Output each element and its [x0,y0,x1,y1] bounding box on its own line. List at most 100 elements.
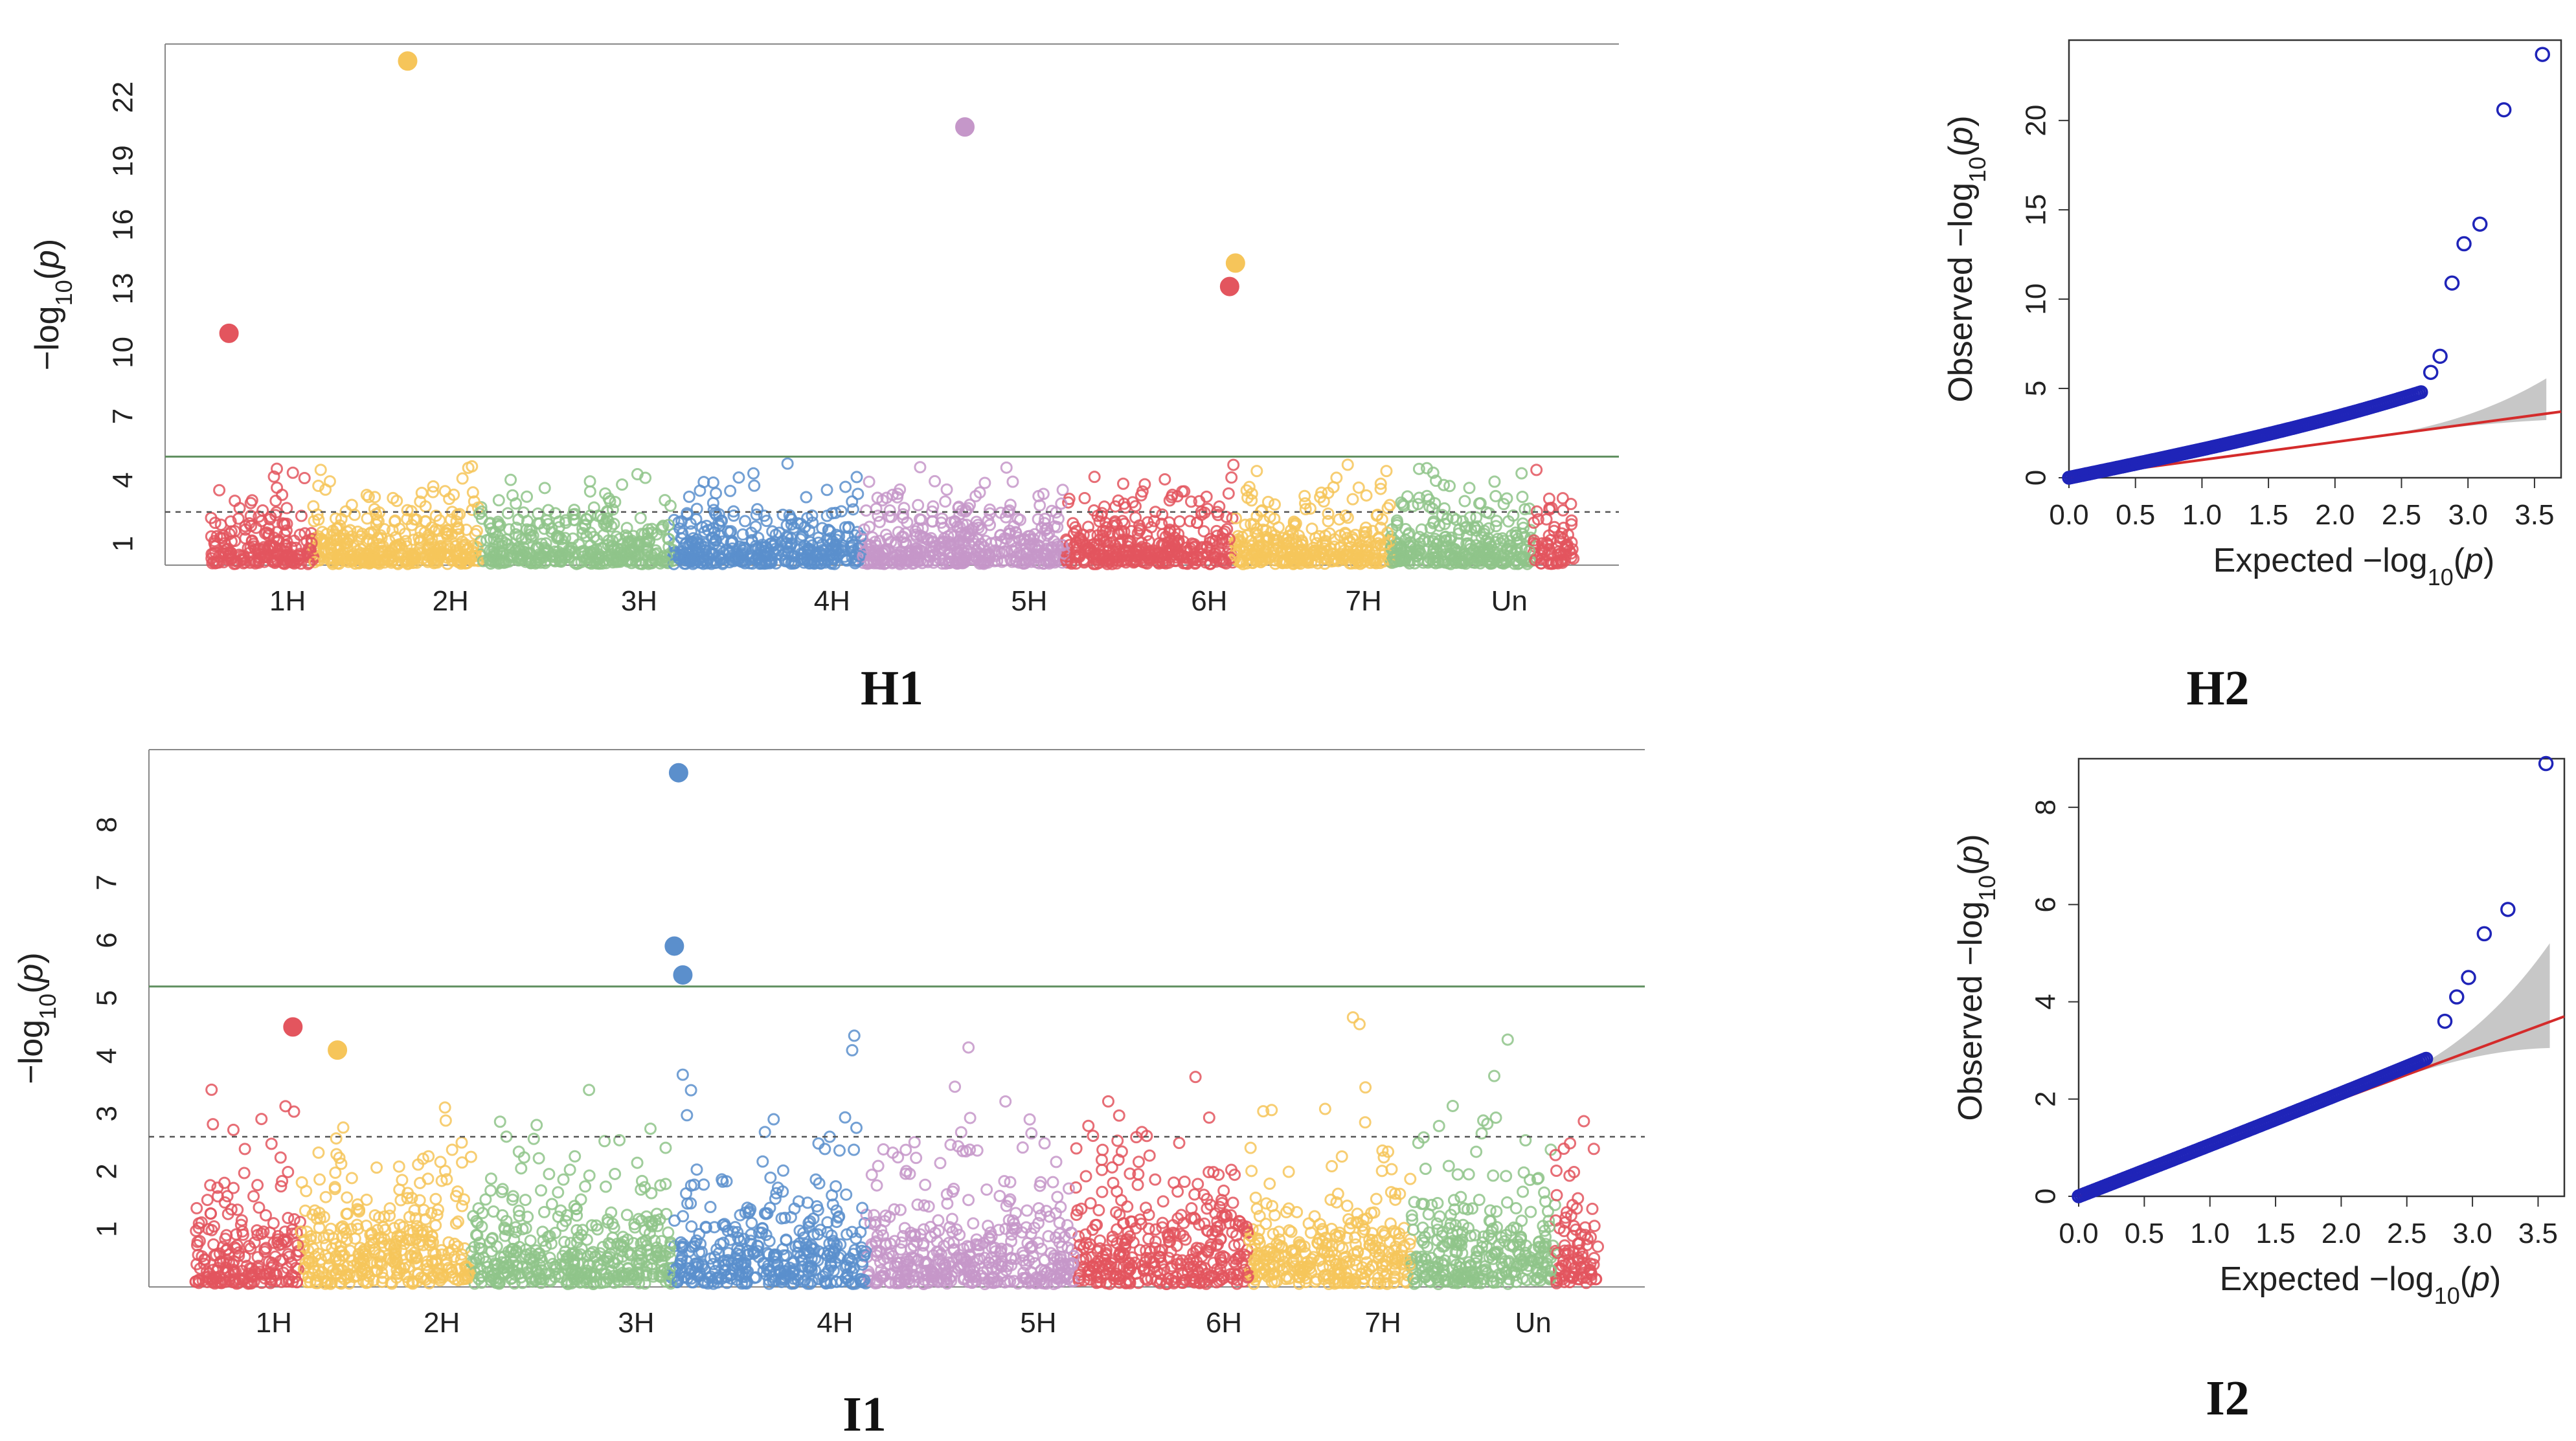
snp-point [1334,529,1347,542]
snp-point [272,1229,285,1242]
snp-point [247,1190,260,1203]
snp-point [631,1156,644,1169]
snp-point [747,467,760,480]
snp-point [429,1254,442,1267]
snp-point [417,1203,430,1216]
significant-snp [398,51,418,71]
snp-point [1380,537,1393,550]
snp-point [878,544,891,557]
snp-point [1116,533,1129,546]
snp-point [639,471,652,484]
snp-point [434,1156,447,1168]
snp-point [899,1143,912,1156]
snp-point [312,1264,325,1277]
snp-point [504,473,517,486]
snp-point [865,1168,878,1181]
snp-point [288,1213,300,1226]
snp-point [519,1194,532,1207]
snp-point [609,496,622,509]
snp-point [423,541,436,553]
snp-point [684,1197,697,1210]
snp-point [1565,518,1578,531]
snp-point [951,536,964,549]
snp-point [627,1236,640,1249]
snp-point [429,1219,442,1232]
snp-point [1421,489,1434,502]
snp-point [212,550,225,563]
snp-point [1038,547,1051,560]
snp-point [653,1269,666,1282]
snp-point [441,557,454,570]
snp-point [486,1233,499,1246]
snp-point [1438,478,1451,491]
snp-point [872,509,885,522]
snp-point [572,1231,585,1244]
snp-point [1510,555,1523,568]
snp-point [458,1269,471,1282]
snp-point [229,525,242,538]
snp-point [1189,1071,1202,1084]
snp-point [257,1225,270,1238]
snp-point [203,1272,216,1285]
snp-point [1263,1178,1276,1190]
snp-point [632,1212,645,1225]
snp-point [445,1263,458,1276]
snp-point [912,498,925,511]
snp-point [523,524,536,537]
snp-point [679,557,692,570]
snp-point [419,515,432,528]
snp-point [451,520,464,533]
snp-point [1038,1137,1051,1150]
snp-point [337,1121,350,1134]
snp-point [870,1179,883,1192]
snp-point [822,524,835,537]
snp-point [545,526,558,539]
snp-point [407,533,420,546]
snp-point [1530,505,1543,518]
snp-point [260,1242,273,1255]
snp-point [1440,535,1452,548]
snp-point [1120,556,1133,569]
snp-point [1000,461,1013,474]
snp-point [620,522,633,535]
snp-point [1178,485,1191,498]
snp-point [1368,546,1381,559]
snp-point [433,524,446,537]
snp-point [499,1256,512,1269]
snp-point [251,1251,264,1264]
snp-point [1138,478,1151,491]
snp-point [664,499,677,512]
snp-point [612,555,625,568]
snp-point [306,1208,319,1221]
snp-point [280,502,293,515]
snp-point [1105,1161,1118,1174]
snp-point [795,552,808,564]
snp-point [295,509,308,522]
snp-point [604,1250,616,1263]
snp-point [530,1119,543,1132]
snp-point [440,1173,453,1186]
snp-point [541,1231,554,1244]
snp-point [674,1257,687,1270]
chromosome-label-Un: Un [1491,585,1528,617]
snp-point [676,1068,689,1081]
y-tick-label: 4 [91,1048,123,1064]
snp-point [800,491,813,504]
snp-point [846,495,859,508]
snp-point [962,502,975,515]
snp-point [367,1274,380,1287]
snp-point [745,1216,758,1229]
snp-point [750,508,763,521]
snp-point [269,509,282,522]
snp-point [812,531,825,544]
snp-point [411,1275,424,1288]
snp-point [238,1143,251,1156]
significant-snp [955,117,975,137]
snp-point [243,1262,256,1275]
snp-point [207,1238,220,1251]
snp-point [1096,1163,1109,1176]
snp-point [736,528,749,541]
snp-point [204,1179,217,1192]
snp-point [1452,556,1465,569]
